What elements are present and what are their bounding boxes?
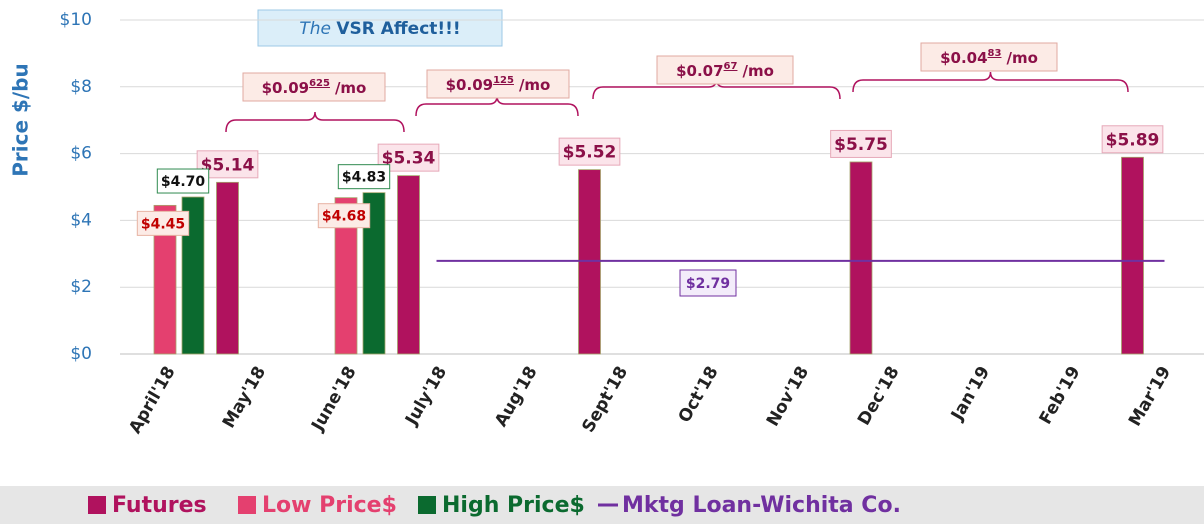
y-tick-label: $10 [60, 10, 92, 30]
annotation-sup: 625 [309, 78, 330, 89]
annotation-box [656, 55, 794, 85]
annotation: $0.0767/mo [676, 61, 774, 80]
y-tick-label: $0 [70, 344, 92, 364]
value-label-box [156, 168, 210, 194]
annotation-sup: 67 [724, 61, 738, 72]
annotation-main: $0.04 [940, 49, 987, 67]
value-label: $5.89 [1106, 130, 1160, 150]
annotation-unit: /mo [742, 62, 773, 80]
x-tick-label: Mar'19 [1125, 363, 1175, 430]
legend-swatch [418, 496, 436, 514]
annotation-unit: /mo [1006, 49, 1037, 67]
annotation-main: $0.09 [446, 76, 493, 94]
annotation-box [426, 69, 570, 99]
value-label-box [317, 203, 371, 229]
x-tick-label: Sept'18 [578, 363, 632, 436]
x-tick-label: Jan'19 [947, 363, 994, 425]
value-label-box [830, 129, 892, 158]
annotation-box [920, 42, 1058, 72]
value-label-box [558, 137, 621, 166]
y-tick-label: $6 [70, 144, 92, 164]
y-tick-label: $8 [70, 77, 92, 97]
legend-label: Mktg Loan-Wichita Co. [622, 493, 901, 518]
annotation: $0.09625/mo [262, 78, 367, 97]
annotation: $0.09125/mo [446, 75, 551, 94]
bar [849, 161, 873, 355]
value-label: $4.70 [161, 174, 206, 190]
legend-swatch [238, 496, 256, 514]
value-label: $5.75 [834, 135, 888, 155]
y-tick-label: $2 [70, 277, 92, 297]
bracket [225, 111, 405, 133]
legend-label: High Price$ [442, 493, 585, 518]
value-label-box [1101, 125, 1164, 154]
bar [578, 169, 601, 355]
annotation-unit: /mo [335, 79, 366, 97]
x-tick-label: June'18 [307, 363, 360, 435]
annotation-unit: /mo [519, 76, 550, 94]
annotation: $0.0483/mo [940, 48, 1038, 67]
line-label-text: $2.79 [686, 276, 730, 292]
x-tick-label: Oct'18 [675, 363, 723, 426]
value-label: $4.45 [141, 216, 185, 232]
bar [153, 204, 177, 355]
x-tick-label: April'18 [125, 363, 179, 437]
value-label: $5.52 [563, 143, 617, 163]
value-label: $5.34 [382, 149, 436, 169]
value-label: $4.83 [342, 170, 386, 186]
bar [181, 196, 205, 355]
title-box [257, 9, 503, 47]
annotation-main: $0.07 [676, 62, 723, 80]
x-tick-label: Nov'18 [763, 363, 813, 430]
value-label-box [136, 210, 190, 236]
bracket [415, 95, 579, 117]
bar [362, 192, 386, 355]
x-tick-label: Dec'18 [854, 363, 904, 429]
x-tick-label: Feb'19 [1036, 363, 1085, 428]
bar [1121, 156, 1144, 355]
annotation-sup: 125 [493, 75, 514, 86]
title-italic: The [299, 19, 331, 39]
legend-swatch [88, 496, 106, 514]
y-axis-title: Price $/bu [9, 63, 33, 177]
line-label: $2.79 [679, 269, 737, 297]
legend-label: Futures [112, 493, 207, 518]
annotation-main: $0.09 [262, 79, 309, 97]
value-label: $5.14 [201, 155, 255, 175]
annotation-sup: 83 [988, 48, 1002, 59]
bar [216, 181, 239, 355]
bar [397, 175, 420, 355]
value-label: $4.68 [322, 209, 366, 225]
bracket [852, 71, 1129, 93]
title-bold: VSR Affect!!! [336, 19, 460, 39]
x-tick-label: May'18 [219, 363, 270, 432]
annotation-box [242, 72, 386, 102]
x-tick-label: July'18 [401, 363, 451, 429]
chart-title: The VSR Affect!!! [299, 19, 460, 39]
x-tick-label: Aug'18 [491, 363, 541, 430]
y-tick-label: $4 [70, 210, 92, 230]
line-label-box [679, 269, 737, 297]
legend-label: Low Price$ [262, 493, 397, 518]
bar [334, 197, 358, 355]
value-label-box [337, 164, 391, 190]
